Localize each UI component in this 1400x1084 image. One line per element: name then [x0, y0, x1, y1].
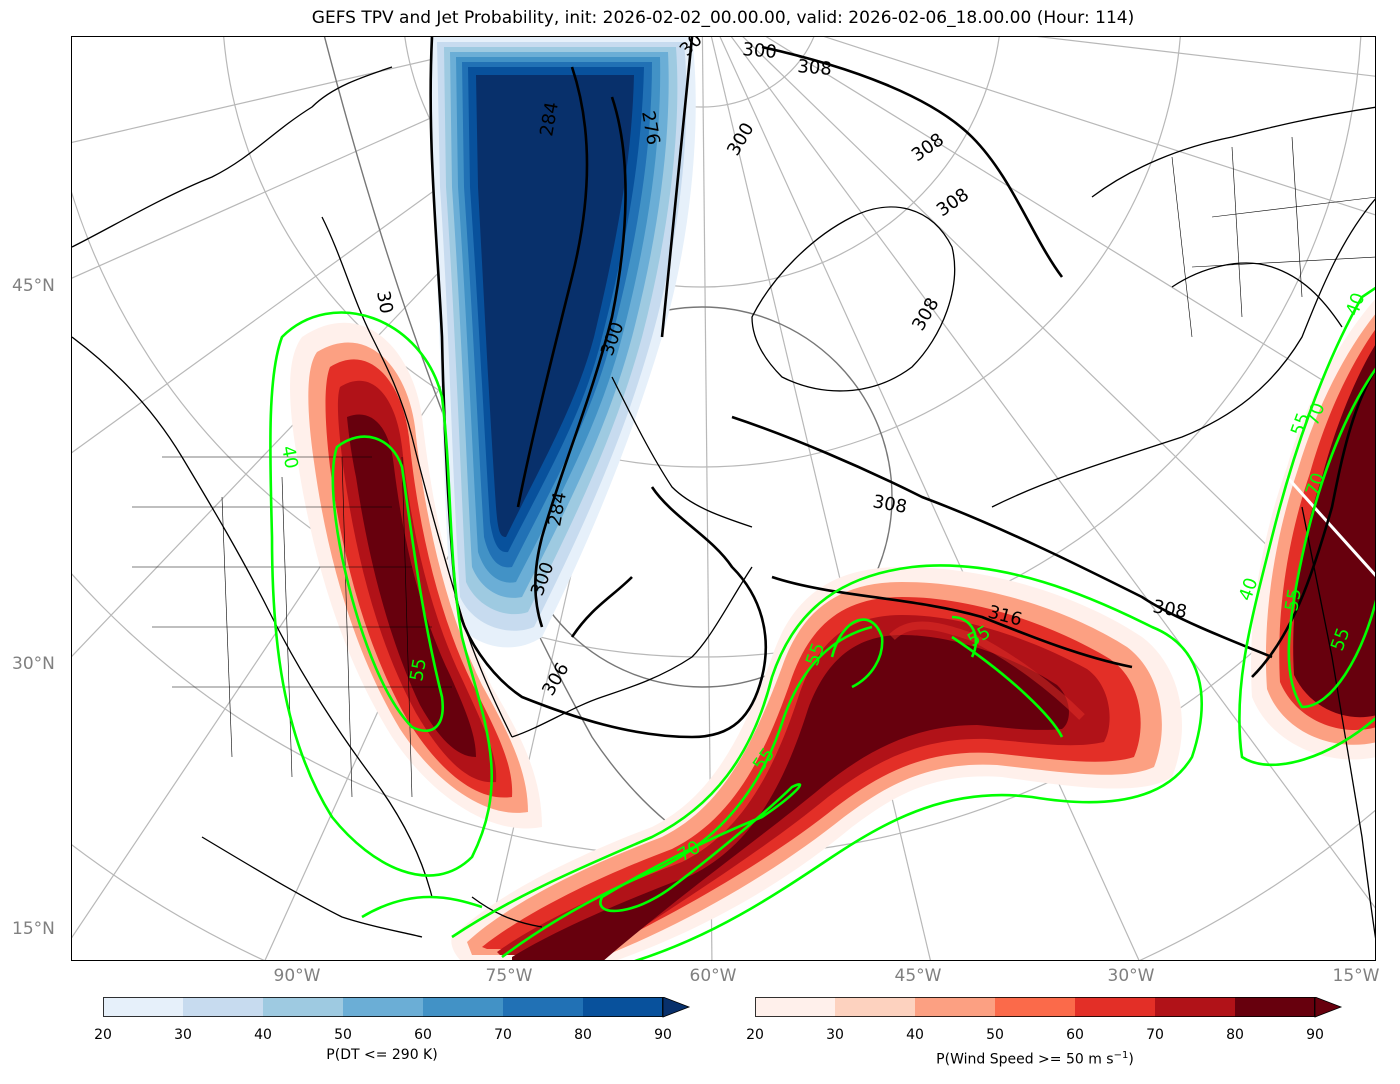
- theta-label-308-c: 308: [933, 184, 973, 221]
- tpv-colorbar-segment: [103, 997, 183, 1017]
- lon-label-60w: 60°W: [689, 966, 737, 986]
- tpv-colorbar-tick: 50: [334, 1027, 352, 1043]
- jet-colorbar-segment: [1155, 997, 1235, 1017]
- jet-colorbar-tick: 20: [746, 1027, 764, 1043]
- jet-colorbar-outline: [755, 997, 1315, 1017]
- theta-label-308: 308: [871, 491, 908, 518]
- theta-contours: [429, 37, 1375, 739]
- theta-label-308-d: 308: [908, 294, 943, 334]
- jet-probability-central: [451, 567, 1182, 960]
- jet-colorbar-segment: [915, 997, 995, 1017]
- jet-colorbar-tick: 60: [1066, 1027, 1084, 1043]
- theta-label-300-b: 300: [723, 119, 758, 159]
- jet-label-55-west: 55: [406, 657, 431, 683]
- jet-colorbar-extend-arrow: [1314, 997, 1343, 1018]
- lat-label-15n: 15°N: [12, 919, 55, 939]
- political-borders: [132, 136, 1375, 798]
- theta-label-308-top: 308: [797, 56, 833, 80]
- lon-label-90w: 90°W: [273, 966, 321, 986]
- jet-colorbar: [755, 997, 1343, 1018]
- tpv-colorbar-tick: 40: [254, 1027, 272, 1043]
- lat-label-30n: 30°N: [12, 654, 55, 674]
- tpv-colorbar-tick: 70: [494, 1027, 512, 1043]
- jet-colorbar-tick: 90: [1306, 1027, 1324, 1043]
- lat-label-45n: 45°N: [12, 276, 55, 296]
- lon-label-15w: 15°W: [1332, 966, 1380, 986]
- coastlines: [72, 66, 1375, 939]
- jet-contours: [269, 286, 1375, 960]
- jet-colorbar-segment: [755, 997, 835, 1017]
- jet-colorbar-tick: 40: [906, 1027, 924, 1043]
- jet-colorbar-tick: 80: [1226, 1027, 1244, 1043]
- lon-label-45w: 45°W: [894, 966, 942, 986]
- lon-label-30w: 30°W: [1107, 966, 1155, 986]
- jet-colorbar-segment: [1235, 997, 1315, 1017]
- tpv-colorbar-segment: [503, 997, 583, 1017]
- lon-label-75w: 75°W: [485, 966, 533, 986]
- tpv-colorbar-segment: [583, 997, 663, 1017]
- tpv-colorbar-tick: 30: [174, 1027, 192, 1043]
- tpv-colorbar-tick: 20: [94, 1027, 112, 1043]
- tpv-colorbar-tick: 60: [414, 1027, 432, 1043]
- tpv-colorbar-title: P(DT <= 290 K): [326, 1047, 438, 1063]
- jet-colorbar-tick: 30: [826, 1027, 844, 1043]
- jet-label-40-west: 40: [277, 444, 302, 470]
- jet-colorbar-segment: [1075, 997, 1155, 1017]
- tpv-colorbar-extend-arrow: [662, 997, 691, 1018]
- tpv-colorbar-segment: [263, 997, 343, 1017]
- jet-colorbar-tick: 50: [986, 1027, 1004, 1043]
- tpv-colorbar-segment: [343, 997, 423, 1017]
- tpv-colorbar-tick: 90: [654, 1027, 672, 1043]
- map-title: GEFS TPV and Jet Probability, init: 2026…: [311, 8, 1135, 28]
- jet-colorbar-segment: [995, 997, 1075, 1017]
- jet-colorbar-tick: 70: [1146, 1027, 1164, 1043]
- jet-label-55-e: 55: [1281, 587, 1306, 613]
- theta-label-300-top: 300: [742, 39, 778, 63]
- theta-label-308-a: 308: [908, 129, 948, 166]
- jet-colorbar-title: P(Wind Speed >= 50 m s−1): [936, 1050, 1134, 1068]
- tpv-colorbar: [103, 997, 691, 1018]
- map-canvas: 284 300 308 316 30 300 308 308 308 300 3…: [72, 37, 1375, 960]
- jet-probability-east: [1251, 299, 1375, 760]
- jet-colorbar-segment: [835, 997, 915, 1017]
- theta-label-30-left: 30: [372, 289, 397, 315]
- tpv-colorbar-segment: [423, 997, 503, 1017]
- tpv-colorbar-outline: [103, 997, 663, 1017]
- theta-label-308-b: 308: [1151, 596, 1188, 623]
- tpv-colorbar-tick: 80: [574, 1027, 592, 1043]
- map-panel[interactable]: 284 300 308 316 30 300 308 308 308 300 3…: [71, 36, 1376, 961]
- tpv-colorbar-segment: [183, 997, 263, 1017]
